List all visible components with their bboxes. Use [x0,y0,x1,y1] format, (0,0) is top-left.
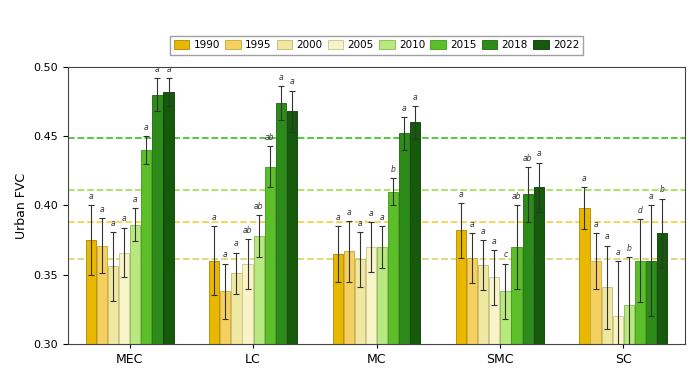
Bar [108,266,118,344]
Y-axis label: Urban FVC: Urban FVC [15,173,28,239]
Bar [646,261,656,344]
Text: a: a [582,174,587,183]
Text: a: a [335,213,340,222]
Bar [410,122,421,344]
Bar [456,231,466,344]
Bar [355,259,365,344]
Text: a: a [413,93,418,102]
Text: a: a [593,220,598,229]
Text: a: a [492,237,497,246]
Legend: 1990, 1995, 2000, 2005, 2010, 2015, 2018, 2022: 1990, 1995, 2000, 2005, 2010, 2015, 2018… [169,36,583,54]
Text: a: a [111,219,116,227]
Bar [377,247,387,344]
Bar [209,261,219,344]
Text: ab: ab [512,192,522,201]
Text: ab: ab [243,226,252,235]
Bar [580,208,589,344]
Text: a: a [223,250,228,259]
Bar [590,261,601,344]
Bar [366,247,376,344]
Bar [635,261,645,344]
Bar [265,167,275,344]
Bar [232,273,242,344]
Bar [344,251,354,344]
Bar [512,247,522,344]
Bar [399,133,409,344]
Bar [220,291,230,344]
Text: a: a [99,205,104,214]
Text: a: a [279,73,284,82]
Bar [276,103,286,344]
Bar [388,192,398,344]
Bar [119,253,130,344]
Text: a: a [402,104,407,113]
Bar [153,95,162,344]
Bar [332,254,343,344]
Text: a: a [604,232,609,242]
Bar [467,258,477,344]
Bar [657,233,667,344]
Bar [500,291,510,344]
Text: b: b [626,243,631,253]
Text: b: b [659,186,664,194]
Bar [141,150,151,344]
Bar [612,316,623,344]
Text: a: a [290,77,294,86]
Text: a: a [458,190,463,199]
Text: a: a [133,195,138,204]
Text: a: a [212,213,216,222]
Text: a: a [144,123,148,132]
Bar [97,246,107,344]
Bar [489,277,500,344]
Text: a: a [470,220,475,229]
Bar [287,111,297,344]
Text: a: a [346,208,351,216]
Bar [130,225,141,344]
Text: d: d [638,206,643,215]
Text: a: a [369,209,373,218]
Text: a: a [358,219,362,227]
Text: ab: ab [523,154,533,163]
Text: ab: ab [265,133,274,142]
Text: b: b [391,165,395,174]
Bar [164,92,174,344]
Text: a: a [167,65,171,74]
Text: a: a [649,192,653,201]
Bar [533,187,544,344]
Text: a: a [615,248,620,257]
Text: a: a [88,192,93,201]
Text: a: a [234,239,239,248]
Bar [253,236,264,344]
Bar [85,240,96,344]
Text: a: a [481,227,486,236]
Text: a: a [380,213,384,222]
Text: c: c [503,250,507,259]
Bar [478,265,489,344]
Bar [242,264,253,344]
Text: a: a [122,215,127,224]
Text: ab: ab [254,202,263,211]
Bar [523,194,533,344]
Text: a: a [155,65,160,74]
Bar [601,287,612,344]
Text: a: a [536,149,541,158]
Bar [624,305,634,344]
